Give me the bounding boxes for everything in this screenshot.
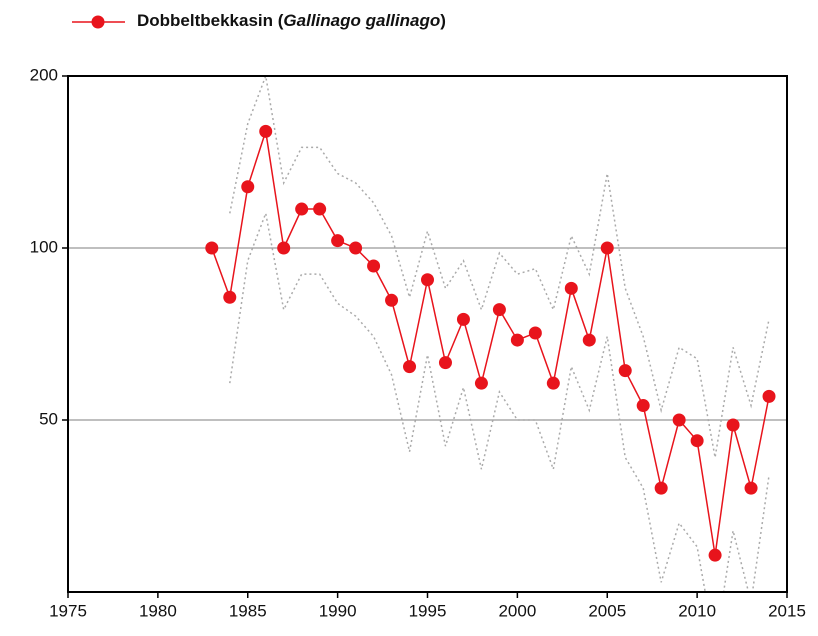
plot-frame <box>67 75 788 593</box>
data-point <box>690 434 704 448</box>
data-point <box>762 389 776 403</box>
data-point <box>636 399 650 413</box>
data-point <box>672 413 686 427</box>
legend-label: Dobbeltbekkasin (Gallinago gallinago) <box>137 11 446 30</box>
data-point <box>618 364 632 378</box>
data-point <box>600 241 614 255</box>
data-point <box>349 241 363 255</box>
data-point <box>726 418 740 432</box>
legend-marker <box>91 15 105 29</box>
data-point <box>259 124 273 138</box>
data-point <box>708 548 722 562</box>
confidence-line <box>229 210 770 592</box>
data-point <box>744 481 758 495</box>
x-tick-label: 1985 <box>229 601 267 620</box>
data-point <box>564 281 578 295</box>
x-tick-label: 1980 <box>139 601 177 620</box>
data-point <box>223 290 237 304</box>
x-tick-label: 2005 <box>588 601 626 620</box>
data-point <box>654 481 668 495</box>
data-point <box>492 303 506 317</box>
x-tick-label: 2000 <box>498 601 536 620</box>
data-point <box>277 241 291 255</box>
data-point <box>421 273 434 287</box>
data-point <box>385 293 399 307</box>
data-point <box>546 376 560 390</box>
data-point <box>456 312 470 326</box>
data-point <box>582 333 596 347</box>
data-point <box>528 326 542 340</box>
data-point <box>205 241 219 255</box>
data-point <box>313 202 327 216</box>
x-tick-label: 1995 <box>409 601 447 620</box>
confidence-line <box>229 76 770 458</box>
series-line <box>211 131 770 556</box>
data-point <box>331 234 345 248</box>
data-point <box>438 356 452 370</box>
data-point <box>474 376 488 390</box>
y-tick-label: 200 <box>30 65 58 84</box>
data-point <box>367 259 381 273</box>
x-tick-label: 2015 <box>768 601 806 620</box>
y-tick-label: 100 <box>30 237 58 256</box>
x-tick-label: 1975 <box>49 601 87 620</box>
plot-area <box>205 76 776 592</box>
x-tick-label: 2010 <box>678 601 716 620</box>
data-point <box>510 333 524 347</box>
data-point <box>403 360 417 374</box>
data-point <box>295 202 309 216</box>
y-tick-label: 50 <box>39 409 58 428</box>
x-tick-label: 1990 <box>319 601 357 620</box>
data-point <box>241 180 255 194</box>
